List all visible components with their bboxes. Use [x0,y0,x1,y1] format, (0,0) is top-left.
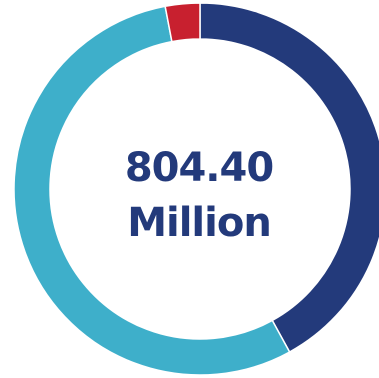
center-value: 804.40 [125,145,273,191]
donut-slices [13,2,379,376]
center-unit: Million [127,200,271,246]
donut-slice-2 [13,5,291,376]
donut-slice-1 [199,2,379,354]
donut-slice-3 [164,2,201,43]
